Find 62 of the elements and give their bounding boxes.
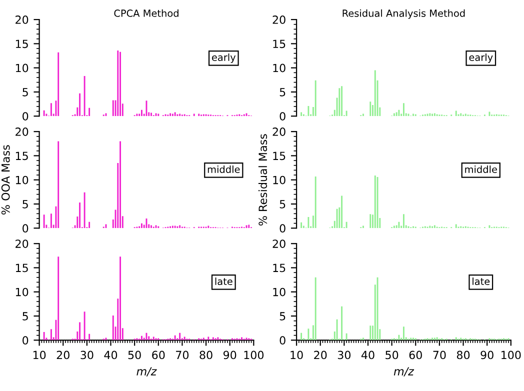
y-tick-label: 5 [22, 88, 28, 96]
x-axis-title: m/z [136, 367, 157, 376]
y-tick-label: 15 [16, 264, 28, 272]
x-tick-label: 40 [104, 350, 118, 360]
x-tick-label: 70 [176, 350, 189, 360]
annotation: late [472, 278, 490, 286]
annotation: middle [465, 166, 497, 174]
x-tick-label: 80 [456, 350, 470, 360]
y-tick-label: 15 [273, 152, 286, 160]
y-tick-label: 20 [16, 16, 28, 24]
y-tick-label: 5 [280, 88, 286, 96]
x-tick-label: 90 [223, 350, 236, 360]
x-tick-label: 60 [409, 350, 422, 360]
y-tick-label: 15 [16, 40, 28, 48]
y-tick-label: 5 [280, 312, 286, 320]
y-tick-label: 0 [22, 336, 28, 345]
annotation: late [215, 278, 232, 286]
x-tick-label: 100 [502, 350, 521, 360]
x-tick-label: 50 [128, 350, 141, 360]
y-tick-label: 10 [16, 176, 28, 184]
y-tick-label: 15 [273, 40, 286, 48]
y-tick-label: 0 [22, 112, 28, 120]
y-axis-title: % Residual Mass [258, 134, 268, 226]
x-tick-label: 60 [152, 350, 165, 360]
y-tick-label: 0 [280, 224, 286, 233]
y-tick-label: 0 [280, 112, 286, 120]
x-tick-label: 30 [80, 350, 94, 360]
y-tick-label: 20 [272, 16, 286, 24]
y-tick-label: 5 [22, 200, 28, 208]
x-tick-label: 20 [56, 350, 70, 360]
chart-title: CPCA Method [114, 9, 178, 17]
x-tick-label: 50 [386, 350, 398, 360]
y-tick-label: 10 [273, 64, 286, 72]
annotation: early [212, 53, 236, 63]
y-tick-label: 15 [16, 152, 28, 160]
y-tick-label: 20 [16, 128, 28, 136]
x-tick-label: 40 [361, 350, 374, 360]
y-tick-label: 10 [273, 176, 286, 184]
x-tick-label: 70 [433, 350, 446, 360]
y-tick-label: 5 [280, 200, 286, 208]
x-tick-label: 10 [33, 350, 46, 360]
y-tick-label: 5 [22, 312, 28, 320]
y-axis-title: % OOA Mass [1, 145, 10, 214]
x-tick-label: 20 [314, 350, 327, 360]
x-tick-label: 100 [244, 350, 264, 360]
x-tick-label: 10 [290, 350, 303, 360]
x-tick-label: 90 [480, 350, 494, 360]
annotation: middle [208, 166, 240, 174]
y-tick-label: 15 [273, 264, 286, 272]
x-tick-label: 30 [338, 350, 351, 360]
y-tick-label: 20 [16, 240, 28, 248]
annotation: early [469, 53, 493, 63]
y-tick-label: 20 [272, 128, 286, 136]
y-tick-label: 10 [16, 64, 28, 72]
x-tick-label: 80 [200, 350, 212, 360]
chart-title: Residual Analysis Method [342, 9, 465, 19]
x-axis-title: m/z [394, 367, 414, 376]
y-tick-label: 10 [16, 288, 28, 296]
y-tick-label: 20 [272, 240, 286, 248]
y-tick-label: 10 [273, 288, 286, 296]
y-tick-label: 0 [22, 224, 28, 233]
y-tick-label: 0 [280, 336, 286, 345]
